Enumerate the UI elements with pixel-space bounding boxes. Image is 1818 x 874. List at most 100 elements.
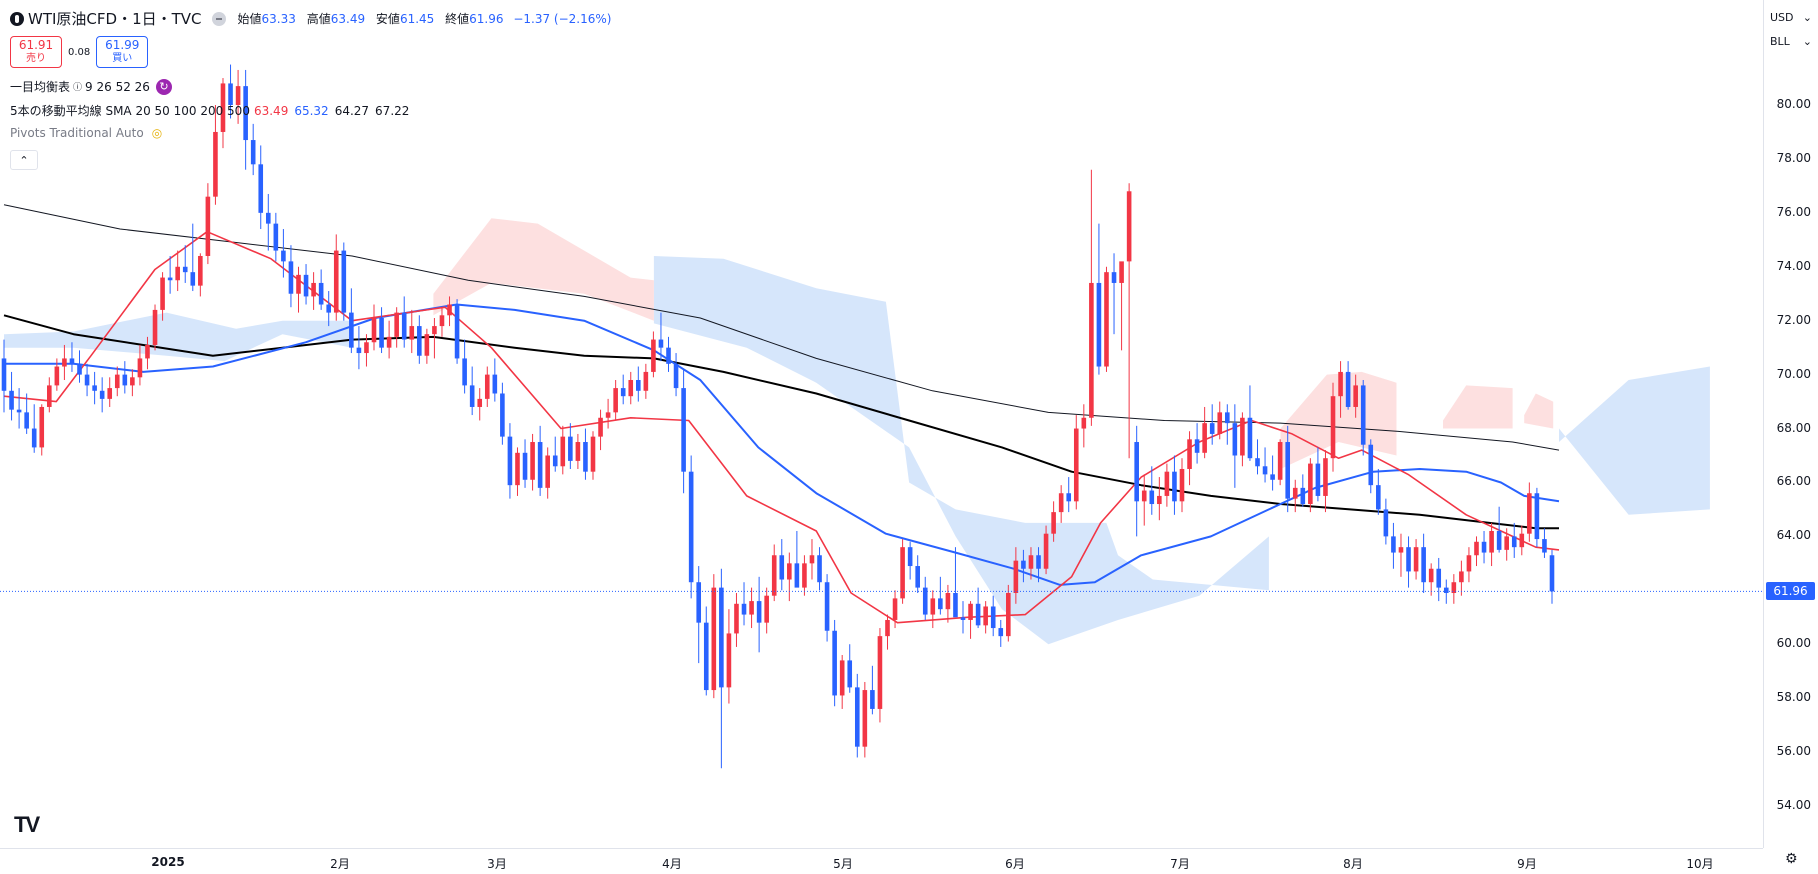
last-price-tag: 61.96: [1766, 582, 1815, 601]
sma-20-line: [3, 230, 1560, 624]
price-tick: 68.00: [1776, 420, 1811, 435]
candle-body: [1073, 428, 1079, 502]
candle-body: [1474, 541, 1479, 556]
candle-body: [560, 436, 566, 467]
candle-body: [1262, 466, 1268, 475]
candle-body: [356, 347, 362, 354]
candle-body: [1058, 493, 1064, 513]
hidden-eye-icon[interactable]: ◎: [151, 126, 163, 140]
candle-body: [205, 196, 211, 256]
settings-gear-icon[interactable]: ⚙: [1785, 851, 1798, 867]
info-icon: ⓘ: [73, 83, 83, 93]
candle-body: [703, 622, 709, 691]
candle-body: [417, 326, 422, 356]
ichimoku-cloud-bullish: [653, 256, 1269, 645]
candle-body: [1157, 495, 1162, 505]
candle-body: [258, 164, 264, 213]
buy-button[interactable]: 61.99 買い: [96, 36, 149, 68]
candle-body: [515, 452, 520, 486]
time-tick: 10月: [1686, 857, 1714, 871]
currency-select[interactable]: USD ⌄: [1768, 6, 1814, 28]
candle-body: [1376, 485, 1381, 510]
candle-body: [643, 371, 649, 391]
ichimoku-cloud-bearish: [1280, 371, 1397, 469]
time-tick: 3月: [487, 857, 507, 871]
candle-body: [1202, 423, 1207, 453]
candle-body: [281, 250, 286, 262]
ichimoku-params: 9 26 52 26: [85, 79, 150, 94]
candle-body: [1164, 471, 1170, 496]
ichimoku-name: 一目均衡表: [10, 80, 71, 94]
candle-body: [1270, 474, 1275, 480]
time-tick: 5月: [833, 857, 853, 871]
candle-body: [1043, 533, 1049, 569]
candle-body: [537, 442, 543, 488]
candle-body: [1, 358, 7, 391]
candle-body: [432, 326, 437, 335]
sell-button[interactable]: 61.91 売り: [10, 36, 62, 68]
candle-body: [296, 274, 301, 294]
pivots-name: Pivots Traditional Auto: [10, 126, 144, 140]
candle-body: [1338, 371, 1343, 397]
candle-body: [711, 587, 717, 691]
candle-body: [1383, 509, 1389, 537]
tradingview-logo[interactable]: TV: [14, 812, 40, 837]
chevron-up-icon: ⌃: [19, 153, 29, 167]
ichimoku-cloud-bearish: [1524, 393, 1554, 429]
candle-body: [771, 555, 777, 596]
candle-body: [862, 690, 868, 747]
candle-body: [152, 309, 158, 345]
symbol-title[interactable]: WTI原油CFD・1日・TVC: [28, 10, 202, 28]
chevron-down-icon: ⌄: [1802, 10, 1812, 24]
candle-body: [945, 593, 951, 610]
time-axis[interactable]: 2025 2月 3月 4月 5月 6月 7月 8月 9月 10月: [0, 848, 1763, 874]
candle-body: [1224, 412, 1230, 424]
unit-select[interactable]: BLL ⌄: [1768, 30, 1814, 52]
candle-body: [1330, 396, 1336, 459]
candle-body: [568, 436, 573, 461]
candle-body: [1141, 490, 1147, 502]
candle-body: [311, 282, 316, 297]
candle-body: [39, 406, 45, 448]
candle-body: [1360, 385, 1366, 445]
chart-area[interactable]: WTI原油CFD・1日・TVC 始値63.33 高値63.49 安値61.45 …: [0, 0, 1763, 848]
price-tick: 56.00: [1776, 744, 1811, 759]
candle-body: [1443, 587, 1449, 594]
time-tick: 9月: [1517, 857, 1537, 871]
candle-body: [1134, 442, 1139, 502]
reload-icon[interactable]: ↻: [155, 78, 172, 95]
candle-body: [922, 587, 928, 615]
time-tick: 6月: [1005, 857, 1025, 871]
close-value: 61.96: [469, 12, 504, 26]
candle-body: [469, 385, 475, 407]
ichimoku-legend[interactable]: 一目均衡表 ⓘ 9 26 52 26 ↻: [10, 78, 172, 95]
price-tick: 76.00: [1776, 204, 1811, 219]
time-tick: 2月: [330, 857, 350, 871]
sma-legend[interactable]: 5本の移動平均線 SMA 20 50 100 200 500 63.49 65.…: [10, 102, 409, 119]
candle-body: [1489, 530, 1494, 553]
candle-body: [1549, 555, 1555, 592]
candle-body: [1391, 536, 1396, 553]
candle-body: [892, 598, 898, 620]
candle-body: [424, 334, 430, 356]
candle-body: [326, 304, 332, 313]
ichimoku-cloud-bullish: [1559, 366, 1710, 515]
pivots-legend[interactable]: Pivots Traditional Auto ◎: [10, 126, 162, 140]
candle-body: [900, 547, 905, 599]
price-tick: 66.00: [1776, 474, 1811, 489]
candle-body: [1436, 568, 1442, 588]
price-chart[interactable]: [0, 0, 1763, 848]
candle-body: [787, 563, 792, 580]
price-tick: 54.00: [1776, 798, 1811, 812]
candle-body: [1511, 536, 1517, 548]
minimize-icon[interactable]: [211, 11, 226, 26]
candle-body: [673, 363, 679, 389]
candle-body: [1323, 458, 1328, 496]
collapse-legend-button[interactable]: ⌃: [10, 150, 38, 170]
candle-body: [1028, 555, 1034, 569]
spread-value: 0.08: [68, 46, 91, 58]
candle-body: [1104, 272, 1109, 367]
candle-body: [1111, 272, 1117, 283]
candle-body: [1096, 282, 1102, 367]
price-axis[interactable]: USD ⌄ BLL ⌄ 80.00 78.00 76.00 74.00 72.00 70.…: [1763, 0, 1818, 848]
